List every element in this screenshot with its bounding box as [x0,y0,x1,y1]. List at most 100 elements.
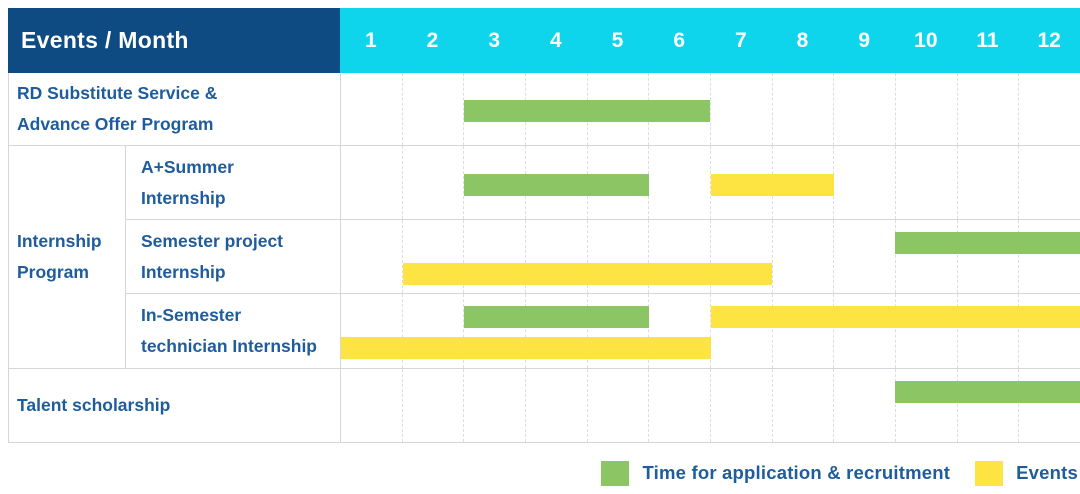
month-grid-cell [525,294,587,368]
month-grid-cell [1018,369,1080,442]
month-grid-cell [341,146,402,219]
month-header-11: 11 [956,8,1019,73]
corner-header-label: Events / Month [21,27,189,53]
month-grid-cell [463,73,525,145]
month-grid-cell [401,294,464,368]
month-tick: 12 [1037,28,1061,52]
month-grid-cell [648,146,710,219]
month-tick: 6 [673,28,685,52]
gantt-bar-yellow [710,306,1080,328]
label-line: Internship [141,187,226,208]
month-grid-cell [833,146,895,219]
month-grid-cell [401,73,464,145]
gantt-bar-yellow [341,337,711,359]
events-month-table: Events / Month 1 2 3 4 5 6 7 8 9 10 11 1… [8,8,1080,443]
month-grid-cell [401,146,464,219]
month-grid-cell [710,73,772,145]
month-grid-cell [895,294,957,368]
month-grid-cell [956,220,1019,293]
group-label-internship-program: Internship Program [8,145,125,368]
month-grid-cell [463,294,525,368]
month-tick: 9 [858,28,870,52]
month-header-8: 8 [771,8,834,73]
label-line: Internship [17,231,102,251]
timeline-track-in-semester-technician-internship [340,293,1080,368]
month-header-2: 2 [401,8,464,73]
month-grid-cell [710,294,772,368]
timeline-track-semester-project-internship [340,219,1080,293]
month-tick: 2 [426,28,439,52]
yellow-swatch-icon [975,460,1004,486]
label-line: technician Internship [141,336,317,356]
month-grid-cell [833,73,895,145]
month-tick: 4 [549,28,562,52]
month-grid-cell [1018,73,1080,145]
month-grid-cell [710,369,772,442]
label-line: RD Substitute Service & [17,83,218,103]
gantt-bar-green [464,306,649,328]
month-grid-cell [956,294,1019,368]
label-line: In-Semester [141,305,242,325]
month-grid-cell [771,369,834,442]
month-header-4: 4 [525,8,587,73]
legend: Time for application & recruitment Event… [601,459,1078,487]
month-grid-cell [401,369,464,442]
label-line: Program [17,262,89,282]
gantt-bar-green [895,232,1080,254]
month-grid-cell [586,220,649,293]
month-grid-cell [833,294,895,368]
row-label-in-semester-technician-internship: In-Semester technician Internship [125,293,340,368]
month-grid-cell [525,220,587,293]
month-tick: 11 [976,28,999,52]
gantt-bar-green [895,381,1080,403]
gantt-bar-green [464,100,711,122]
month-grid-cell [463,220,525,293]
month-grid-cell [648,369,710,442]
green-swatch-icon [601,460,630,486]
gantt-bar-yellow [402,263,773,285]
month-grid-cell [586,294,649,368]
gantt-bar-green [464,173,649,196]
row-label-semester-project-internship: Semester project Internship [125,219,340,293]
month-grid-cell [710,220,772,293]
month-tick: 10 [914,28,938,52]
month-header-10: 10 [895,8,957,73]
month-header-3: 3 [463,8,525,73]
label-line: Talent scholarship [17,395,171,415]
month-grid-cell [401,220,464,293]
gantt-bar-yellow [710,173,834,196]
month-grid-cell [833,220,895,293]
month-grid-cell [463,146,525,219]
month-header-9: 9 [833,8,895,73]
row-label-a-summer-internship: A+Summer Internship [125,145,340,219]
month-tick: 7 [734,28,747,52]
month-grid-cell [648,220,710,293]
legend-label: Time for application & recruitment [642,462,951,483]
timeline-track-a-summer-internship [340,145,1080,219]
month-grid-cell [341,369,402,442]
month-grid-cell [895,220,957,293]
month-header-12: 12 [1018,8,1080,73]
label-line: Semester project [141,230,284,251]
row-label-talent-scholarship: Talent scholarship [8,368,340,442]
label-line: Advance Offer Program [17,114,214,134]
legend-label: Events [1016,462,1078,483]
month-grid-cell [771,294,834,368]
month-tick: 5 [611,28,624,52]
month-tick: 8 [796,28,809,52]
month-tick: 3 [488,28,500,52]
month-grid-cell [648,294,710,368]
month-grid-cell [586,369,649,442]
month-grid-cell [833,369,895,442]
month-grid-cell [956,369,1019,442]
legend-item-application-recruitment: Time for application & recruitment [601,460,951,486]
label-line: Internship [141,261,226,282]
month-tick: 1 [364,28,377,52]
month-grid-cell [771,73,834,145]
month-grid-cell [771,220,834,293]
month-header-6: 6 [648,8,710,73]
month-grid-cell [463,369,525,442]
month-grid-cell [1018,146,1080,219]
timeline-track-rd-substitute-service [340,73,1080,145]
